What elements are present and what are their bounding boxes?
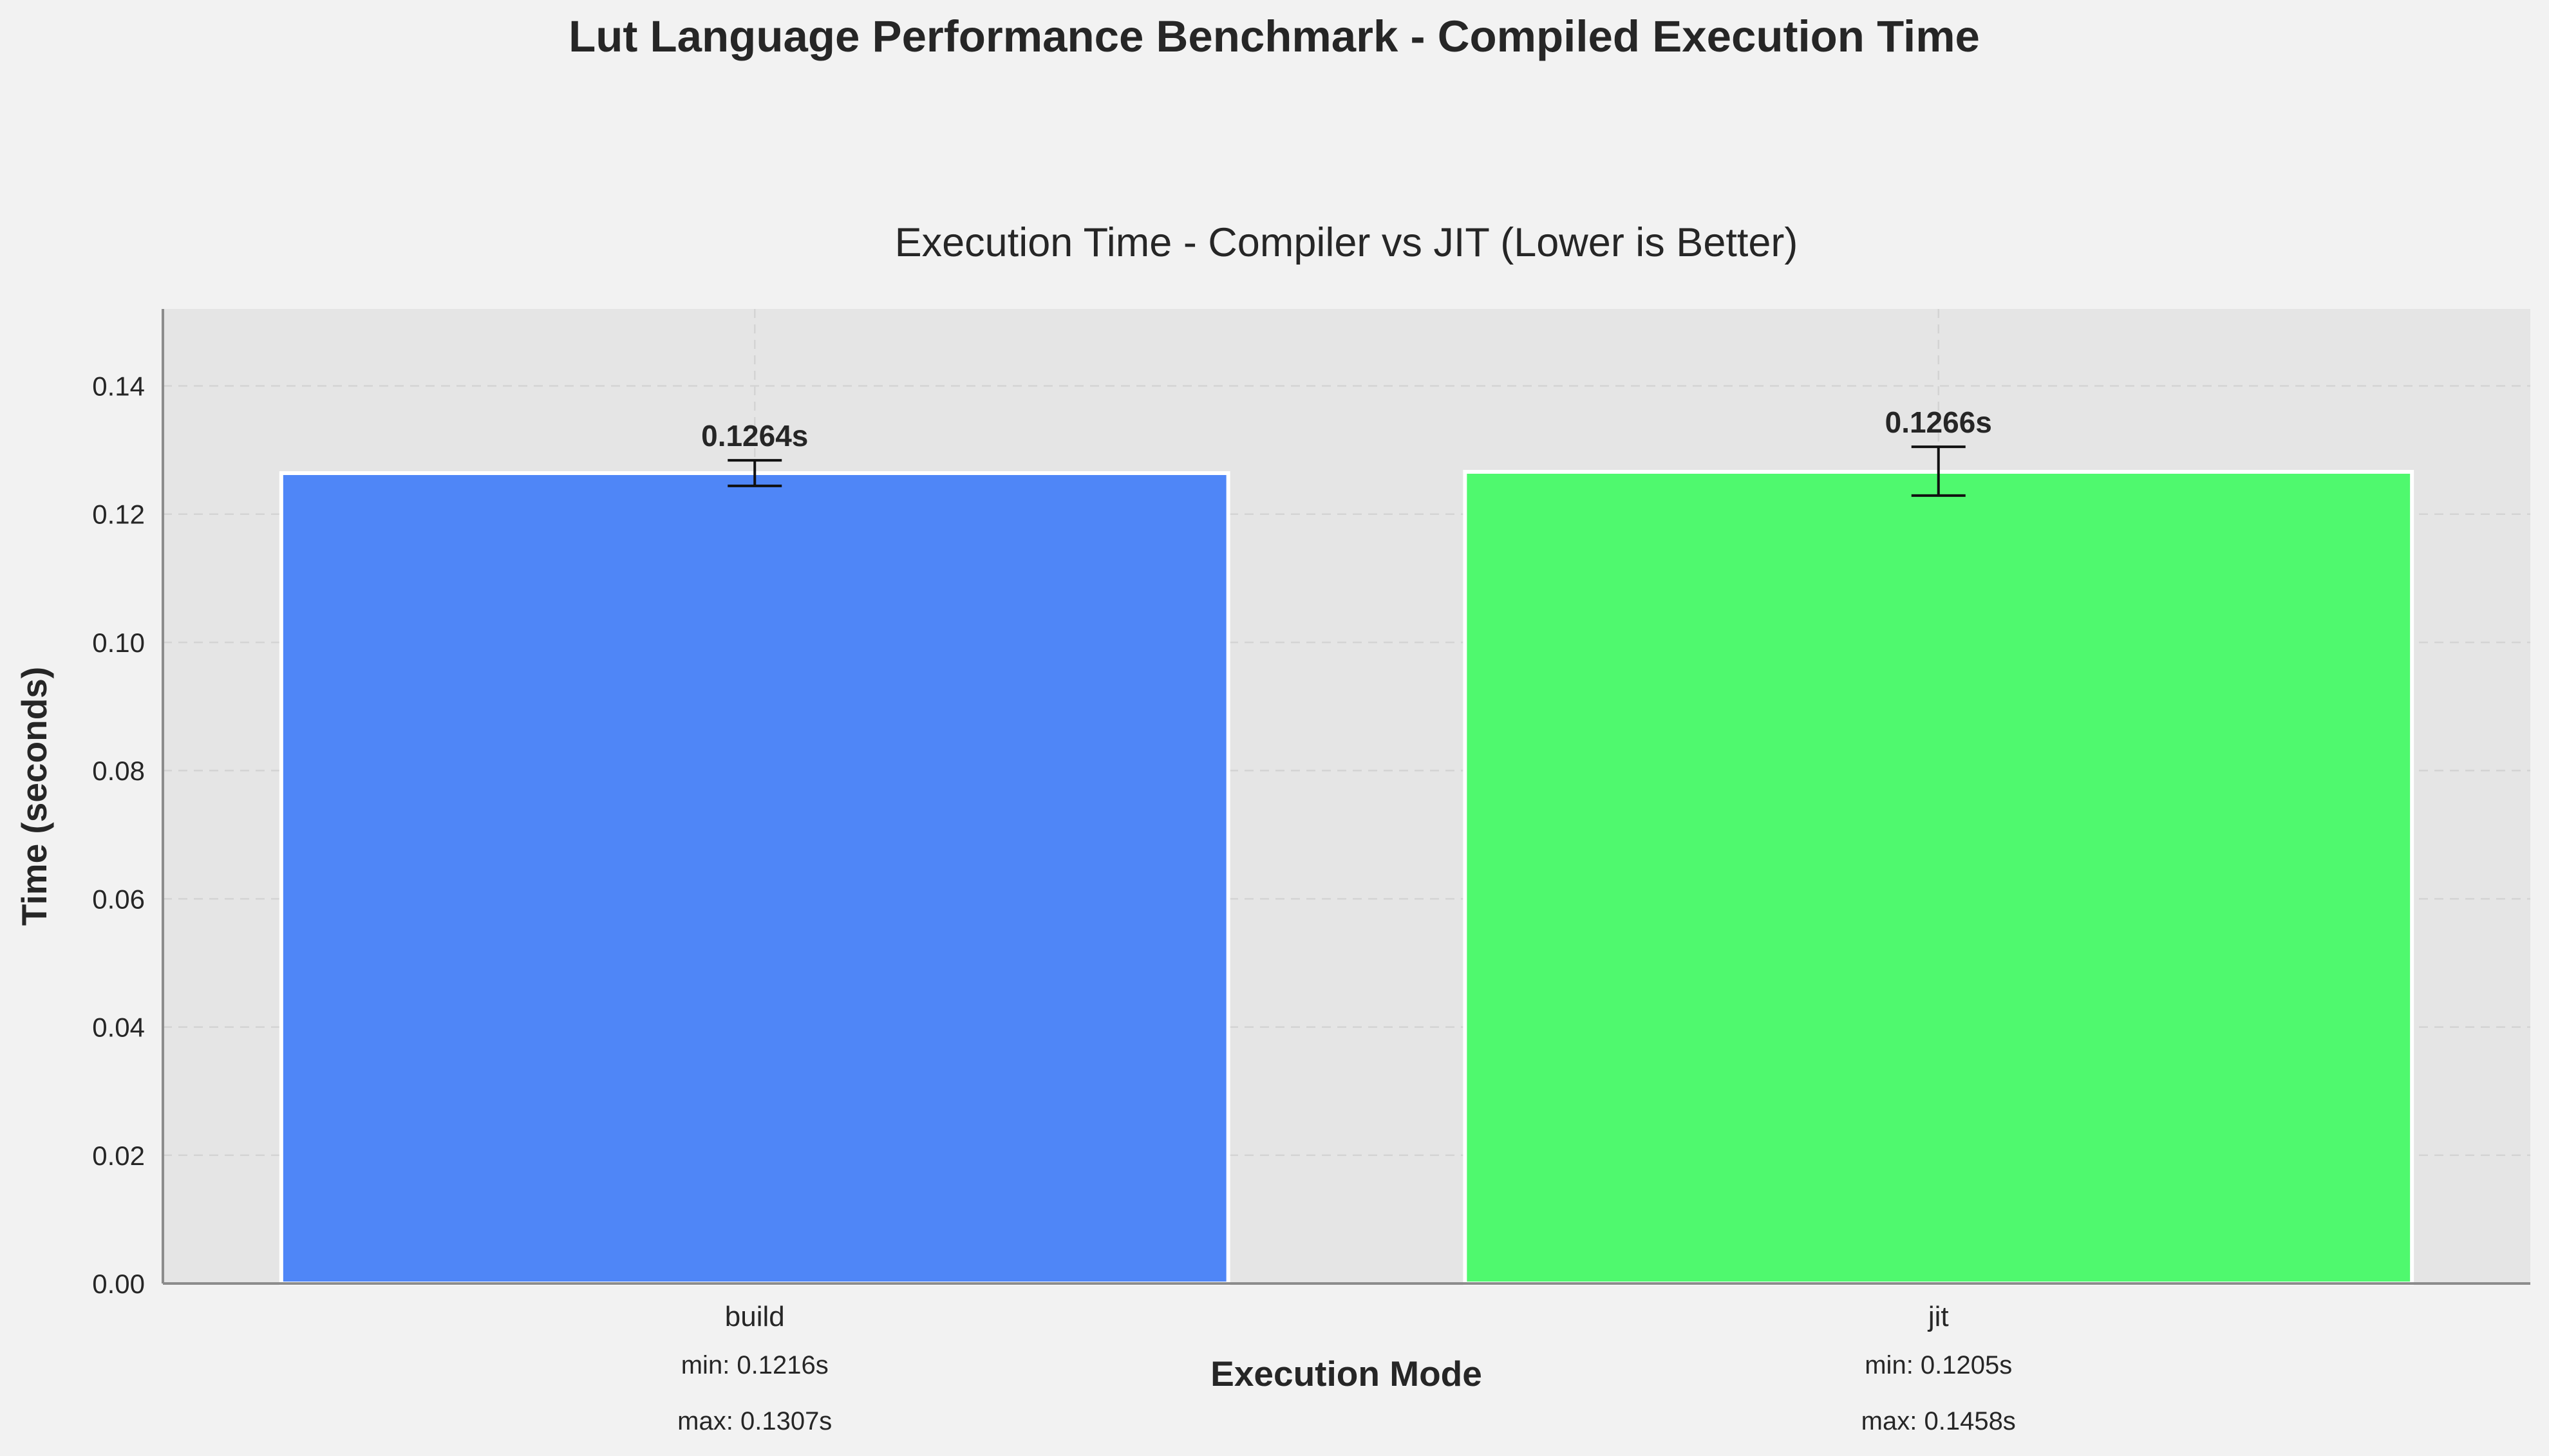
bar-build bbox=[279, 471, 1230, 1285]
x-tick-label-build: build bbox=[725, 1301, 785, 1332]
y-axis-label: Time (seconds) bbox=[14, 667, 54, 926]
value-label-jit: 0.1266s bbox=[1885, 406, 1992, 439]
y-tick-label: 0.02 bbox=[92, 1141, 145, 1171]
y-tick-label: 0.06 bbox=[92, 884, 145, 914]
axes bbox=[162, 309, 2530, 1285]
min-label-jit: min: 0.1205s bbox=[1865, 1351, 2012, 1379]
y-tick-label: 0.12 bbox=[92, 499, 145, 530]
bars bbox=[279, 445, 2414, 1286]
y-tick-label: 0.10 bbox=[92, 628, 145, 658]
chart-subtitle: Execution Time - Compiler vs JIT (Lower … bbox=[895, 220, 1798, 265]
labels: 0.00 0.02 0.04 0.06 0.08 0.10 0.12 0.14 0.1264s b… bbox=[92, 371, 2016, 1435]
x-axis-label: Execution Mode bbox=[1210, 1354, 1482, 1394]
chart-title: Lut Language Performance Benchmark - Com… bbox=[569, 12, 1980, 61]
y-tick-label: 0.14 bbox=[92, 371, 145, 402]
y-tick-label: 0.04 bbox=[92, 1013, 145, 1043]
value-label-build: 0.1264s bbox=[701, 419, 808, 453]
max-label-build: max: 0.1307s bbox=[677, 1407, 832, 1435]
min-label-build: min: 0.1216s bbox=[681, 1351, 829, 1379]
x-tick-label-jit: jit bbox=[1927, 1301, 1949, 1332]
y-tick-label: 0.08 bbox=[92, 756, 145, 786]
bar-jit bbox=[1463, 469, 2414, 1286]
max-label-jit: max: 0.1458s bbox=[1861, 1407, 2016, 1435]
y-tick-label: 0.00 bbox=[92, 1269, 145, 1299]
